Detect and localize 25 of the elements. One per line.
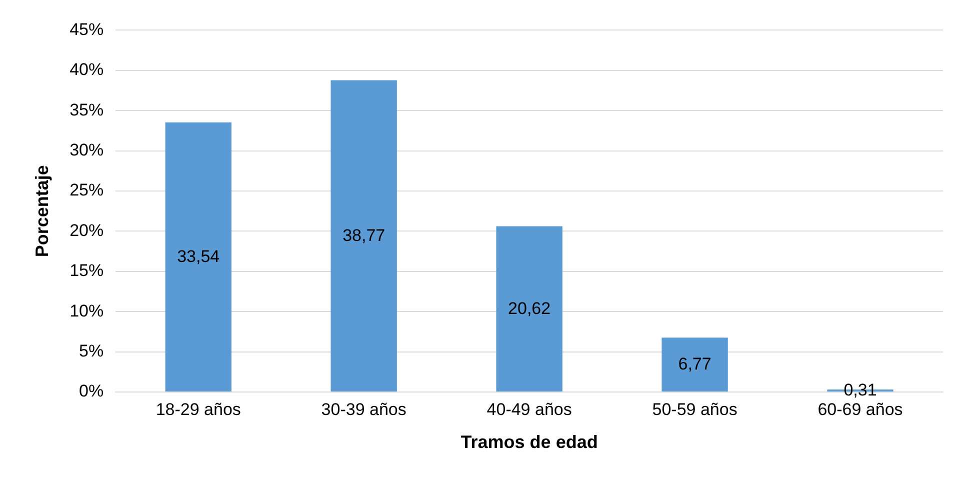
y-axis-title: Porcentaje xyxy=(32,165,52,258)
x-tick-label: 60-69 años xyxy=(818,400,903,419)
bar xyxy=(662,338,728,392)
x-tick-label: 30-39 años xyxy=(321,400,406,419)
y-tick-label: 0% xyxy=(79,382,104,401)
y-tick-label: 35% xyxy=(70,100,104,120)
x-tick-label: 50-59 años xyxy=(652,400,738,419)
y-tick-label: 20% xyxy=(70,220,104,240)
y-tick-label: 45% xyxy=(70,20,104,39)
bar xyxy=(330,80,397,392)
y-tick-label: 15% xyxy=(70,261,104,280)
x-tick-label: 18-29 años xyxy=(156,400,241,419)
data-label: 6,77 xyxy=(678,354,712,374)
y-tick-label: 40% xyxy=(70,60,104,80)
bar xyxy=(165,122,232,392)
data-label: 20,62 xyxy=(508,298,551,318)
y-tick-label: 10% xyxy=(70,301,104,320)
x-tick-label: 40-49 años xyxy=(486,400,572,419)
bar xyxy=(496,226,562,392)
data-label: 33,54 xyxy=(177,246,220,266)
x-axis-title: Tramos de edad xyxy=(460,432,598,452)
y-tick-label: 25% xyxy=(70,180,104,200)
data-label: 38,77 xyxy=(342,226,386,245)
y-tick-label: 5% xyxy=(79,341,104,360)
y-tick-label: 30% xyxy=(70,140,104,160)
